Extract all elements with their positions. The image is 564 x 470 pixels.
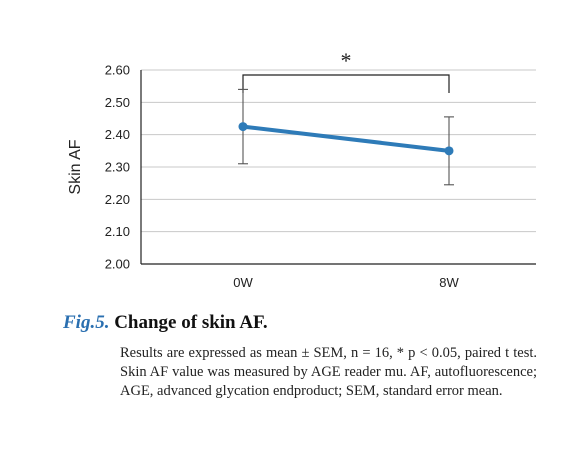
y-tick-label: 2.50 [105,95,130,110]
x-tick-label: 0W [233,275,253,290]
y-tick-label: 2.10 [105,224,130,239]
figure-label: Fig.5. [63,312,110,333]
y-tick-label: 2.30 [105,160,130,175]
significance-star: * [341,48,352,73]
series-lines [241,124,451,153]
caption-body: Results are expressed as mean ± SEM, n =… [120,345,537,399]
data-point [444,146,454,156]
x-tick-label: 8W [439,275,459,290]
y-axis-title: Skin AF [67,139,84,194]
y-tick-label: 2.60 [105,63,130,78]
significance-bracket: * [242,48,450,93]
x-tick-labels: 0W 8W [233,275,459,290]
figure-heading: Change of skin AF. [114,312,268,333]
data-points [238,122,454,156]
series-line [241,124,451,153]
data-point [238,122,248,132]
y-tick-label: 2.20 [105,192,130,207]
y-tick-labels: 2.00 2.10 2.20 2.30 2.40 2.50 2.60 [105,63,130,272]
skin-af-chart: 2.00 2.10 2.20 2.30 2.40 2.50 2.60 0W 8W * Skin… [67,48,536,290]
y-tick-label: 2.40 [105,127,130,142]
grid-lines [141,69,536,233]
y-tick-label: 2.00 [105,257,130,272]
caption-title: Fig.5. Change of skin AF. [63,312,537,334]
bracket-line [242,74,450,93]
figure-caption: Fig.5. Change of skin AF. Results are ex… [63,312,537,401]
